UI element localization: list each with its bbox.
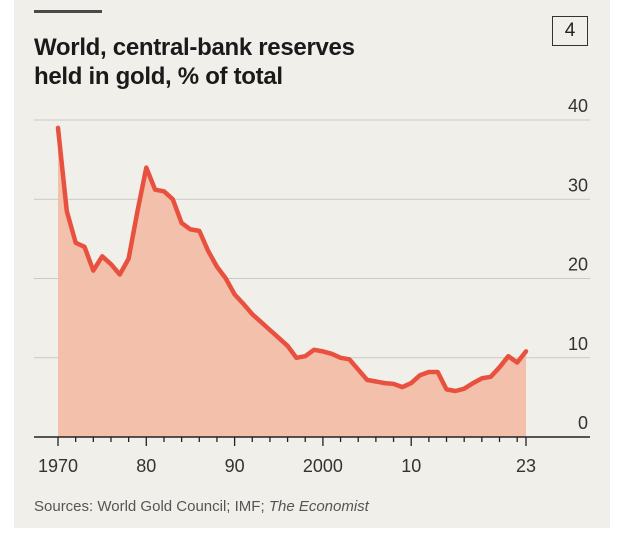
chart-number-badge: 4	[552, 16, 588, 46]
x-tick-label-2023: 23	[516, 456, 536, 476]
header-rule	[34, 10, 102, 13]
source-note: Sources: World Gold Council; IMF; The Ec…	[34, 498, 369, 515]
series-area	[58, 127, 526, 438]
x-tick-label-1990: 90	[225, 456, 245, 476]
tick-labels: 0 10 20 30 40 1970 80 90 2000 10 23	[38, 96, 588, 476]
y-tick-label-40: 40	[568, 96, 588, 116]
chart-title-line2: held in gold, % of total	[34, 63, 283, 90]
chart-title-line1: World, central-bank reserves	[34, 34, 355, 61]
axes	[34, 436, 590, 446]
chart-title: World, central-bank reserves held in gol…	[34, 33, 454, 91]
y-tick-label-20: 20	[568, 255, 588, 275]
x-tick-label-1980: 80	[136, 456, 156, 476]
source-publication: The Economist	[268, 498, 369, 515]
x-tick-label-2010: 10	[401, 456, 421, 476]
source-text: Sources: World Gold Council; IMF;	[34, 498, 269, 515]
y-tick-label-30: 30	[568, 175, 588, 195]
x-tick-label-1970: 1970	[38, 456, 78, 476]
series-line	[55, 125, 529, 394]
y-tick-label-10: 10	[568, 334, 588, 354]
plot-area	[55, 125, 529, 438]
x-tick-label-2000: 2000	[303, 456, 343, 476]
y-tick-label-0: 0	[578, 413, 588, 433]
